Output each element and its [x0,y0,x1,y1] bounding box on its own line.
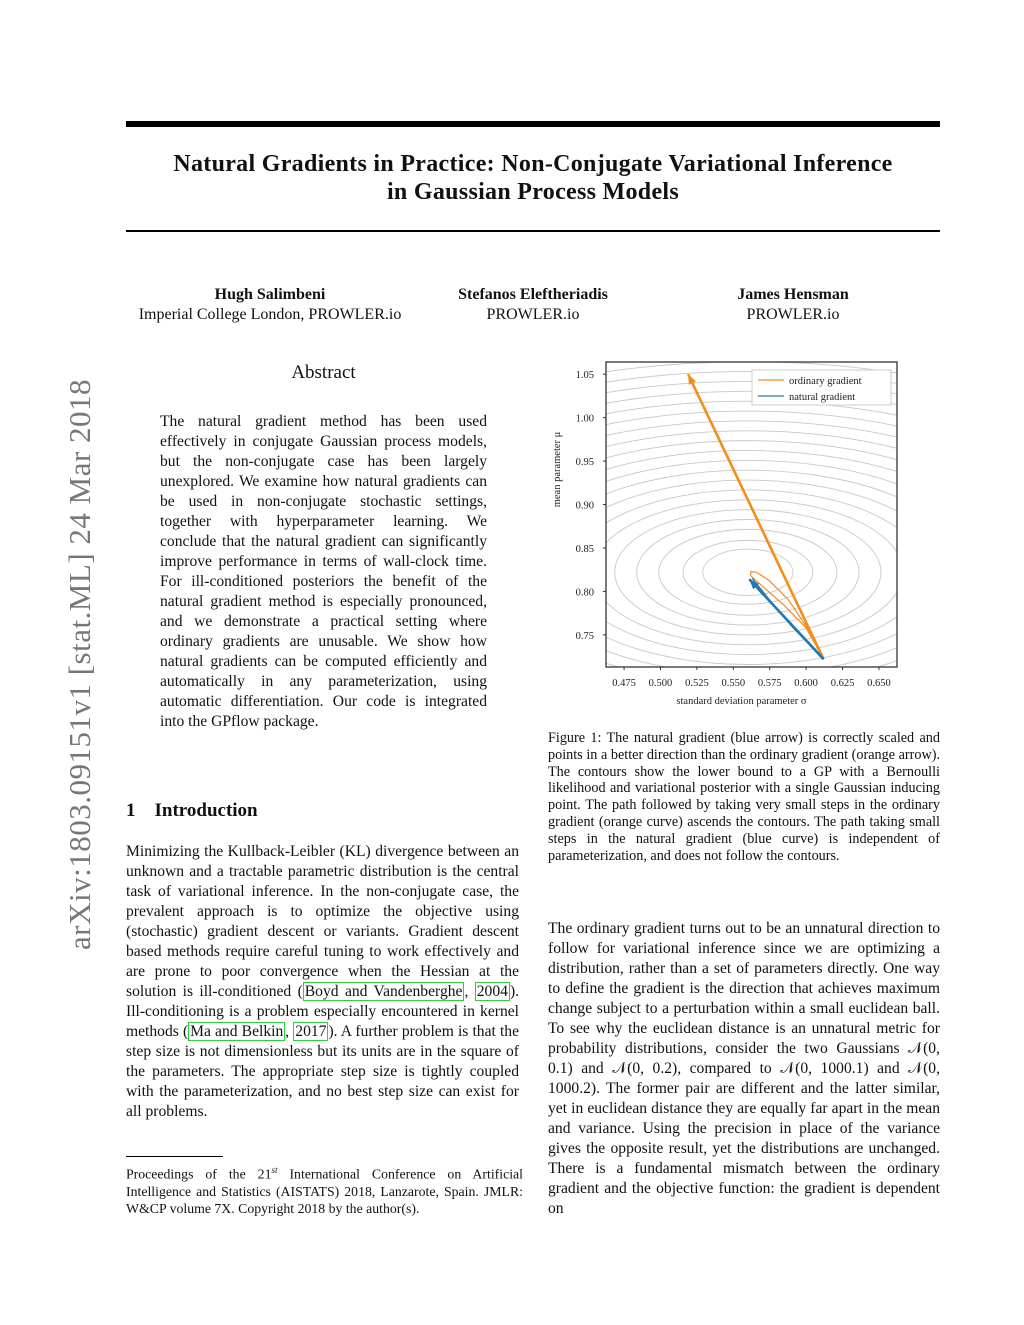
text: Proceedings of the 21 [126,1166,272,1182]
author-name: Hugh Salimbeni [214,286,326,303]
contour-line [606,459,897,667]
abstract-heading: Abstract [291,362,356,383]
contour-line [606,400,897,416]
text: ). A further problem is that the step si… [126,1023,520,1120]
text: ). Ill-conditioning is a problem especia… [126,983,520,1040]
contour-line [702,548,794,596]
text: , [285,1023,294,1040]
intro-paragraph: Minimizing the Kullback-Leibler (KL) div… [126,842,519,1122]
author-affiliation: Imperial College London, PROWLER.io [138,306,402,323]
section-heading: 1 Introduction [126,800,258,822]
arxiv-identifier: arXiv:1803.09151v1 [stat.ML] 24 Mar 2018 [62,378,97,950]
y-tick-label: 0.85 [576,544,594,555]
ordinary-gradient-path [750,570,825,660]
plot-area [606,362,897,667]
ordinary-gradient-arrow [686,373,825,660]
contour-line [606,479,897,665]
arrowhead-icon [749,579,760,590]
top-rule [126,121,940,127]
contour-line [614,509,882,636]
contour-line [658,528,838,616]
arrowhead-icon [688,374,697,385]
author-name: James Hensman [737,286,849,303]
right-column-paragraph: The ordinary gradient turns out to be an… [548,920,940,1217]
text: International Conference on Artificial I… [126,1166,523,1216]
y-tick-label: 1.05 [576,370,594,381]
author-affiliation: PROWLER.io [486,306,580,323]
contour-line [606,450,897,473]
figure-caption: Figure 1: The natural gradient (blue arr… [548,730,940,864]
title-line-2: in Gaussian Process Models [386,179,680,205]
y-tick-label: 0.80 [576,587,594,598]
contour-line [606,371,897,384]
contour-line [606,410,897,427]
x-tick-label: 0.650 [867,678,891,689]
section-number: 1 [126,800,136,821]
legend-label: natural gradient [789,392,855,403]
author-3: James Hensman PROWLER.io [683,285,903,325]
author-2: Stefanos Eleftheriadis PROWLER.io [413,285,653,325]
contour-line [606,489,897,656]
x-tick-label: 0.600 [794,678,818,689]
contour-line [606,420,897,438]
x-tick-label: 0.550 [721,678,745,689]
author-name: Stefanos Eleftheriadis [458,286,608,303]
legend-label: ordinary gradient [789,376,862,387]
title-rule [126,230,940,232]
citation-link[interactable]: Boyd and Vandenberghe [302,982,465,1001]
title-line-1: Natural Gradients in Practice: Non-Conju… [173,151,893,177]
contour-line [606,381,897,395]
text: st [271,1165,278,1175]
figure-1-chart: 0.475 0.500 0.525 0.550 0.575 0.600 0.625 0.650… [552,361,898,707]
y-axis-label: mean parameter μ [552,431,563,507]
contour-line [636,519,860,626]
x-tick-label: 0.625 [831,678,855,689]
citation-link[interactable]: 2004 [474,982,510,1001]
y-tick-label: 0.90 [576,501,594,512]
citation-link[interactable]: Ma and Belkin [188,1022,286,1041]
contour-line [606,390,897,406]
legend-box [751,369,892,406]
text: Minimizing the Kullback-Leibler (KL) div… [126,843,519,1000]
contour-line [606,440,897,461]
x-tick-label: 0.475 [612,678,636,689]
contour-line [606,430,897,449]
x-tick-label: 0.575 [758,678,782,689]
author-affiliation: PROWLER.io [746,306,840,323]
contour-line [682,539,814,605]
plot-frame [605,361,898,668]
y-tick-label: 0.75 [576,631,594,642]
section-title: Introduction [154,800,258,821]
y-tick-label: 0.95 [576,457,594,468]
footnote-rule [126,1156,223,1157]
text: , [464,983,475,1000]
citation-link[interactable]: 2017 [293,1022,329,1041]
paper-title: Natural Gradients in Practice: Non-Conju… [100,150,966,206]
y-tick-label: 1.00 [576,414,594,425]
author-1: Hugh Salimbeni Imperial College London, … [110,285,430,325]
contour-line [606,469,897,667]
x-axis-label: standard deviation parameter σ [676,696,806,707]
x-tick-label: 0.525 [685,678,709,689]
x-tick-label: 0.500 [649,678,673,689]
abstract-text: The natural gradient method has been use… [160,413,487,730]
footnote: Proceedings of the 21st International Co… [126,1162,523,1217]
natural-gradient-arrow [748,578,825,661]
contour-line [606,499,897,646]
